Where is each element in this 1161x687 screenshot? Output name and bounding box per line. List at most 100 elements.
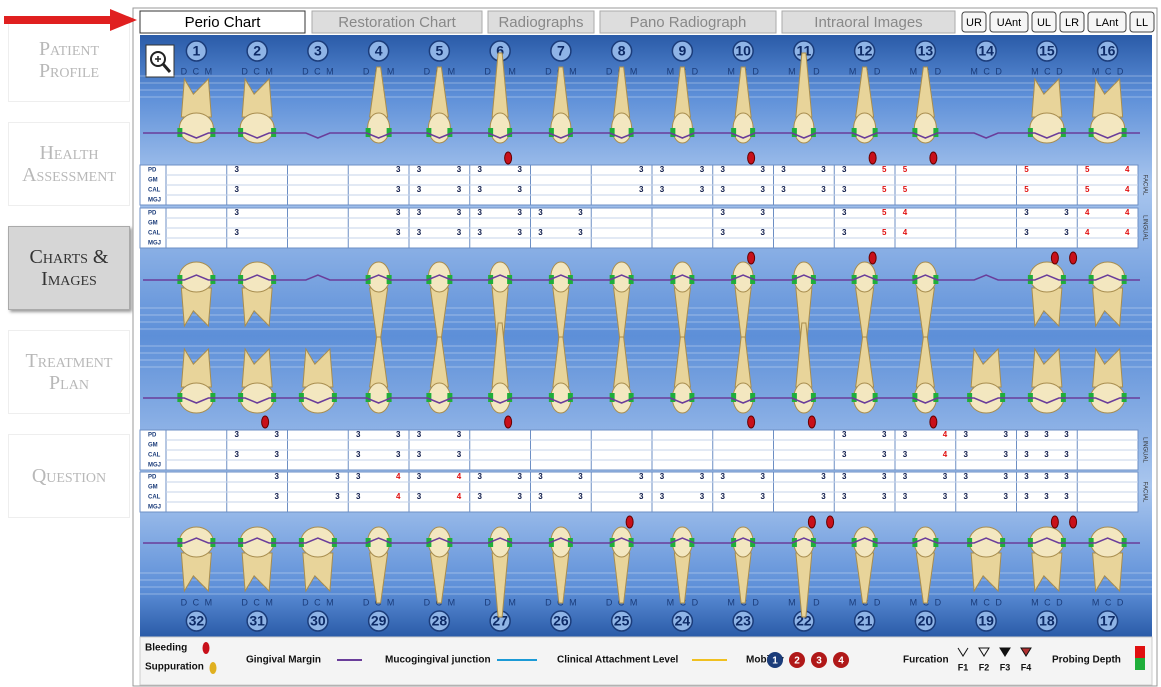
probe-value: 5: [1024, 165, 1029, 174]
tooth-crown: [179, 262, 213, 292]
attachment-mark: [507, 128, 512, 137]
surface-labels: D C M: [241, 597, 273, 607]
side-label: FACIAL: [1141, 175, 1147, 196]
probe-value: 3: [538, 472, 543, 481]
legend-label: Clinical Attachment Level: [557, 655, 679, 666]
probe-value: 3: [700, 165, 705, 174]
side-label: FACIAL: [1141, 482, 1147, 503]
tooth-crown: [914, 383, 936, 413]
probe-value: 3: [761, 185, 766, 194]
surface-labels: M C D: [1092, 66, 1124, 76]
tooth-number: 23: [735, 613, 751, 629]
tab[interactable]: Radiographs: [488, 11, 594, 33]
tooth-number: 12: [857, 43, 873, 59]
probe-value: 4: [943, 430, 948, 439]
probe-value: 3: [417, 185, 422, 194]
bleeding-marker: [827, 516, 834, 528]
tab[interactable]: Restoration Chart: [312, 11, 482, 33]
tooth-number: 1: [192, 43, 200, 59]
quadrant-button[interactable]: UR: [962, 12, 986, 32]
tooth-crown: [240, 527, 274, 557]
tooth-crown: [301, 527, 335, 557]
quadrant-button[interactable]: UAnt: [990, 12, 1028, 32]
tab-label: Intraoral Images: [814, 14, 922, 31]
probe-value: 3: [660, 165, 665, 174]
probe-value: 3: [235, 165, 240, 174]
tooth-crown: [1030, 527, 1064, 557]
probe-value: 3: [578, 472, 583, 481]
probe-value: 3: [761, 208, 766, 217]
probe-value: 3: [578, 492, 583, 501]
probe-value: 3: [1024, 450, 1029, 459]
probe-value: 4: [457, 472, 462, 481]
tab[interactable]: Perio Chart: [140, 11, 305, 33]
probe-value: 3: [842, 208, 847, 217]
bleeding-marker: [626, 516, 633, 528]
probe-value: 3: [639, 492, 644, 501]
probe-value: 3: [882, 450, 887, 459]
tooth-number: 29: [371, 613, 387, 629]
tooth-crown: [368, 383, 390, 413]
surface-labels: M C D: [1031, 597, 1063, 607]
probe-value: 3: [478, 228, 483, 237]
probe-value: 3: [1024, 430, 1029, 439]
probe-value: 3: [761, 492, 766, 501]
probe-value: 3: [356, 430, 361, 439]
probe-value: 3: [903, 430, 908, 439]
tooth-number: 28: [432, 613, 448, 629]
quadrant-button[interactable]: LR: [1060, 12, 1084, 32]
probe-value: 3: [761, 228, 766, 237]
bleeding-marker: [1051, 252, 1058, 264]
bleeding-marker: [869, 152, 876, 164]
probe-value: 5: [882, 165, 887, 174]
surface-labels: D C M: [181, 66, 213, 76]
tab[interactable]: Pano Radiograph: [600, 11, 776, 33]
probe-value: 5: [1085, 185, 1090, 194]
probe-value: 5: [903, 185, 908, 194]
tooth-number: 19: [978, 613, 994, 629]
quadrant-button[interactable]: UL: [1032, 12, 1056, 32]
tab-label: Restoration Chart: [338, 14, 456, 31]
tab[interactable]: Intraoral Images: [782, 11, 955, 33]
probe-value: 4: [1085, 228, 1090, 237]
probe-value: 3: [781, 185, 786, 194]
zoom-button[interactable]: [146, 45, 174, 77]
probe-value: 3: [396, 208, 401, 217]
probing-depth-icon: [1135, 646, 1145, 658]
probe-value: 4: [1125, 208, 1130, 217]
probe-value: 3: [821, 165, 826, 174]
probe-value: 3: [417, 430, 422, 439]
quadrant-button[interactable]: LAnt: [1088, 12, 1126, 32]
bleeding-marker: [748, 416, 755, 428]
probe-value: 3: [1044, 450, 1049, 459]
probe-value: 3: [639, 472, 644, 481]
probe-value: 3: [335, 472, 340, 481]
legend-label: Probing Depth: [1052, 655, 1121, 666]
probe-value: 3: [821, 472, 826, 481]
row-label: PD: [148, 475, 157, 481]
probe-value: 3: [1064, 450, 1069, 459]
mobility-level: 1: [772, 656, 778, 667]
probe-value: 3: [235, 228, 240, 237]
attachment-mark: [507, 393, 512, 402]
probe-value: 3: [356, 450, 361, 459]
probe-value: 4: [943, 450, 948, 459]
bleeding-marker: [930, 416, 937, 428]
tooth-number: 15: [1039, 43, 1055, 59]
probe-value: 3: [842, 430, 847, 439]
probe-value: 3: [1044, 492, 1049, 501]
probe-value: 3: [235, 430, 240, 439]
probe-value: 3: [721, 185, 726, 194]
row-label: GM: [148, 485, 158, 491]
bleeding-marker: [505, 416, 512, 428]
probe-value: 4: [903, 208, 908, 217]
tooth-number: 5: [435, 43, 443, 59]
probe-value: 3: [1004, 492, 1009, 501]
quadrant-button[interactable]: LL: [1130, 12, 1154, 32]
probe-value: 3: [1024, 492, 1029, 501]
probe-value: 3: [1004, 472, 1009, 481]
legend-label: Bleeding: [145, 643, 187, 654]
tooth-crown: [1030, 262, 1064, 292]
row-label: MGJ: [148, 241, 161, 247]
row-label: PD: [148, 211, 157, 217]
